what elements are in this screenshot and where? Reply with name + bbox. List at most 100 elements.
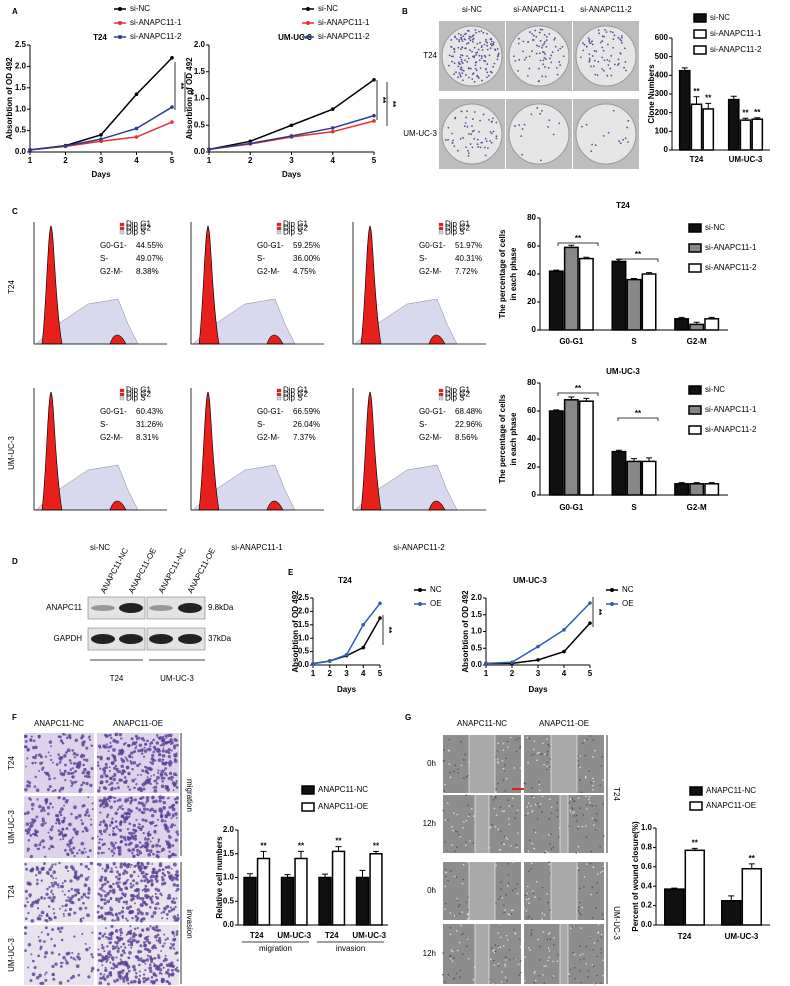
cell [104,902,107,905]
cell [111,787,114,790]
cell [583,958,585,960]
colony [589,42,591,44]
size-label: 9.8kDa [208,603,234,612]
colony [588,61,590,63]
cell [59,930,62,933]
cell [127,957,129,959]
legend-dot [118,21,122,25]
bar [550,411,563,495]
cell [72,975,76,979]
cell [600,952,602,954]
cell [529,738,531,740]
cell [60,926,63,929]
colony [466,61,468,63]
y-tick-label: 400 [655,70,669,79]
cell [138,808,141,811]
cell [125,742,127,744]
group-label: T24 [110,674,124,683]
cell [145,771,147,773]
cell [109,824,112,827]
cell [144,894,148,898]
cell [152,853,155,856]
cell [127,744,130,747]
cell [448,739,450,741]
annotation: ** [575,384,582,393]
significance: ** [705,93,712,102]
scratch [560,795,568,853]
cell [73,855,75,857]
cell [159,963,163,967]
colony [482,32,484,34]
legend-label: si-ANAPC11-1 [705,405,757,414]
cell [104,894,107,897]
cell [120,931,123,934]
cell [85,948,89,952]
cell [140,749,143,752]
cell [537,803,539,805]
stat-label: G0-G1- [100,407,127,416]
colony [481,57,483,59]
cell [163,747,165,749]
histogram-legend: Dip S [126,228,146,237]
cell [150,741,153,744]
cell [597,956,599,958]
legend-swatch [439,397,443,400]
cell [131,835,133,837]
cell [134,928,136,930]
cell [112,833,116,837]
colony [465,74,467,76]
colony [491,121,493,123]
cell [523,977,525,979]
stat-value: 49.07% [136,254,163,263]
colony [586,46,588,48]
cell [156,734,158,736]
cell [30,919,34,923]
cell [131,768,133,770]
colony [538,45,540,47]
cell [85,775,87,777]
cell [76,753,79,756]
cell [111,870,114,873]
legend-swatch [689,406,701,414]
cell [123,820,126,823]
cell [161,848,165,852]
cell [594,819,596,821]
error-bar [705,103,711,109]
cell [514,818,516,820]
cell [525,895,527,897]
cell [83,758,85,760]
cell [444,981,446,983]
cell [601,765,603,767]
colony [470,36,472,38]
cell [542,743,544,745]
cell [143,879,146,882]
cell [116,937,118,939]
colony [610,31,612,33]
cell [44,856,46,858]
cell [120,757,122,759]
cell [133,786,136,789]
cell [145,743,147,745]
cell [175,839,178,842]
cell [125,816,129,820]
cell [508,882,510,884]
cell [579,945,581,947]
cell [133,894,136,897]
x-tick-label: 5 [170,156,175,165]
cell [174,824,176,826]
colony [598,29,600,31]
colony [474,47,476,49]
legend-label: si-NC [705,223,725,232]
cell [124,895,126,897]
cell [121,805,123,807]
colony [613,110,615,112]
cell [57,753,60,756]
y-tick-label: 0.5 [15,126,27,135]
cell [25,890,28,893]
y-axis-label: Percent of wound closure(%) [631,821,640,932]
cell [457,831,459,833]
cell [85,829,88,832]
cell [465,841,467,843]
cell [166,937,169,940]
cell [151,757,154,760]
